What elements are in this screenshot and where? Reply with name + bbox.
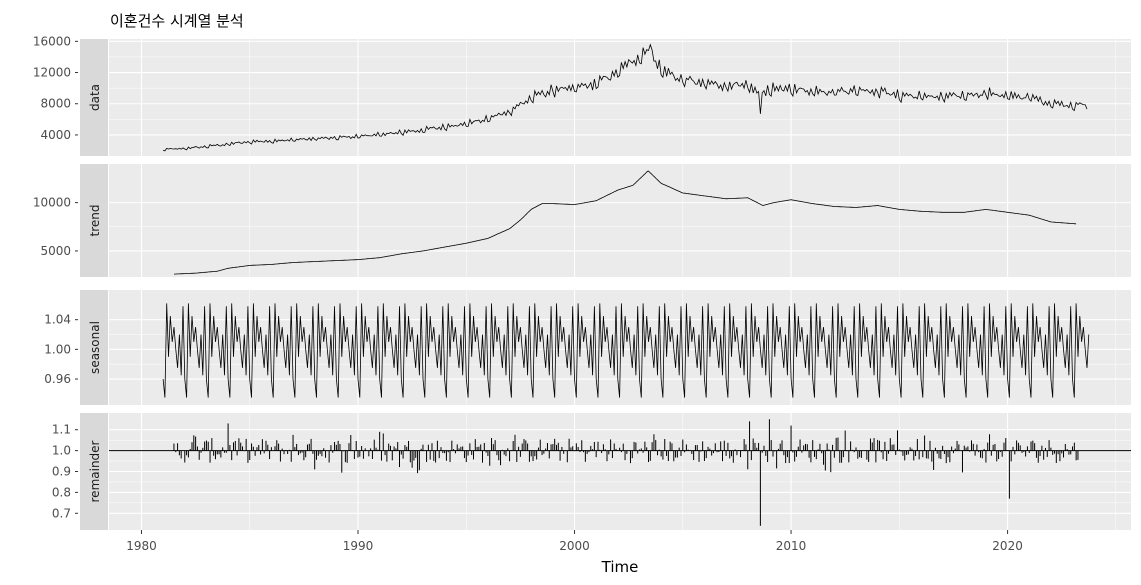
y-tick-label: 1.00 [44, 342, 71, 356]
panel-background [109, 164, 1131, 277]
x-axis: 1980 1990 2000 2010 2020 [126, 530, 1023, 553]
x-tick-label: 2000 [559, 539, 590, 553]
x-tick-label: 2020 [992, 539, 1023, 553]
strip-label-data: data [88, 84, 102, 111]
y-tick-label: 0.9 [52, 465, 71, 479]
y-tick-label: 0.96 [44, 372, 71, 386]
x-axis-title: Time [601, 558, 639, 576]
remainder-bars [173, 419, 1079, 526]
panel-background [109, 39, 1131, 156]
y-tick-label: 1.04 [44, 313, 71, 327]
panel-remainder: 0.7 0.8 0.9 1.0 1.1 remainder [52, 413, 1131, 530]
series-line-seasonal [162, 303, 1090, 398]
y-tick-label: 1.1 [52, 423, 71, 437]
y-tick-label: 5000 [40, 244, 71, 258]
y-tick-label: 8000 [40, 97, 71, 111]
y-tick-label: 0.8 [52, 485, 71, 499]
strip-label-seasonal: seasonal [88, 321, 102, 374]
y-tick-label: 16000 [33, 34, 71, 48]
y-tick-label: 12000 [33, 66, 71, 80]
x-tick-label: 1990 [343, 539, 374, 553]
x-tick-label: 2010 [776, 539, 807, 553]
strip-label-remainder: remainder [88, 440, 102, 502]
panel-trend: 5000 10000 trend [33, 164, 1131, 277]
chart-title: 이혼건수 시계열 분석 [110, 12, 244, 30]
strip-background [80, 164, 108, 277]
series-line-trend [174, 170, 1077, 275]
y-tick-label: 1.0 [52, 444, 71, 458]
panel-data: 4000 8000 12000 16000 data [33, 34, 1131, 156]
panels-group: 4000 8000 12000 16000 data 5000 10000 trend 0.96… [33, 34, 1131, 530]
strip-background [80, 39, 108, 156]
y-tick-label: 4000 [40, 128, 71, 142]
series-line-data [162, 43, 1088, 152]
panel-seasonal: 0.96 1.00 1.04 seasonal [44, 290, 1131, 405]
strip-background [80, 290, 108, 405]
x-tick-label: 1980 [126, 539, 157, 553]
y-tick-label: 0.7 [52, 506, 71, 520]
strip-label-trend: trend [88, 205, 102, 237]
y-tick-label: 10000 [33, 196, 71, 210]
strip-background [80, 413, 108, 530]
